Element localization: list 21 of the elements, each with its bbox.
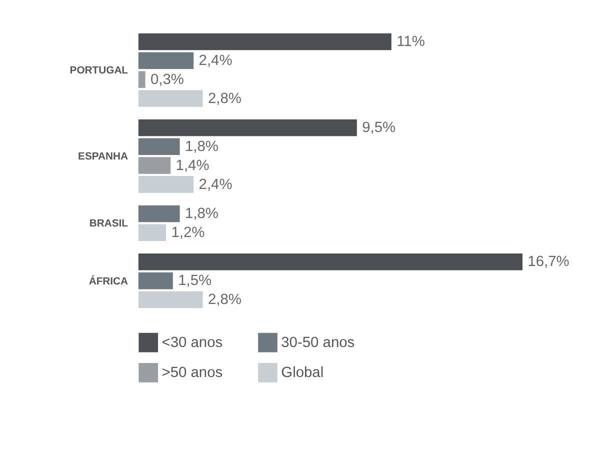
data-label: 16,7% xyxy=(528,254,570,270)
data-label: 11% xyxy=(396,34,425,50)
data-label: 1,2% xyxy=(171,224,205,241)
data-label: 0,3% xyxy=(150,72,184,88)
data-label: 1,5% xyxy=(178,273,212,290)
data-label: 1,8% xyxy=(185,138,218,155)
y-tick-label: PORTUGAL xyxy=(70,66,129,77)
legend-label: 30-50 anos xyxy=(281,334,355,351)
legend-label: >50 anos xyxy=(162,365,223,382)
data-label: 2,4% xyxy=(198,176,232,193)
data-label: 2,4% xyxy=(198,52,232,69)
legend-label: <30 anos xyxy=(162,334,223,351)
y-tick-label: BRASIL xyxy=(89,218,129,230)
data-label: 1,4% xyxy=(176,158,210,174)
y-tick-label: ESPANHA xyxy=(78,152,129,163)
data-label: 2,8% xyxy=(208,292,242,308)
data-label: 1,8% xyxy=(185,206,218,222)
legend-label: Global xyxy=(281,365,324,382)
data-label: 9,5% xyxy=(362,120,396,136)
data-label: 2,8% xyxy=(208,90,242,107)
y-tick-label: ÁFRICA xyxy=(88,274,129,288)
